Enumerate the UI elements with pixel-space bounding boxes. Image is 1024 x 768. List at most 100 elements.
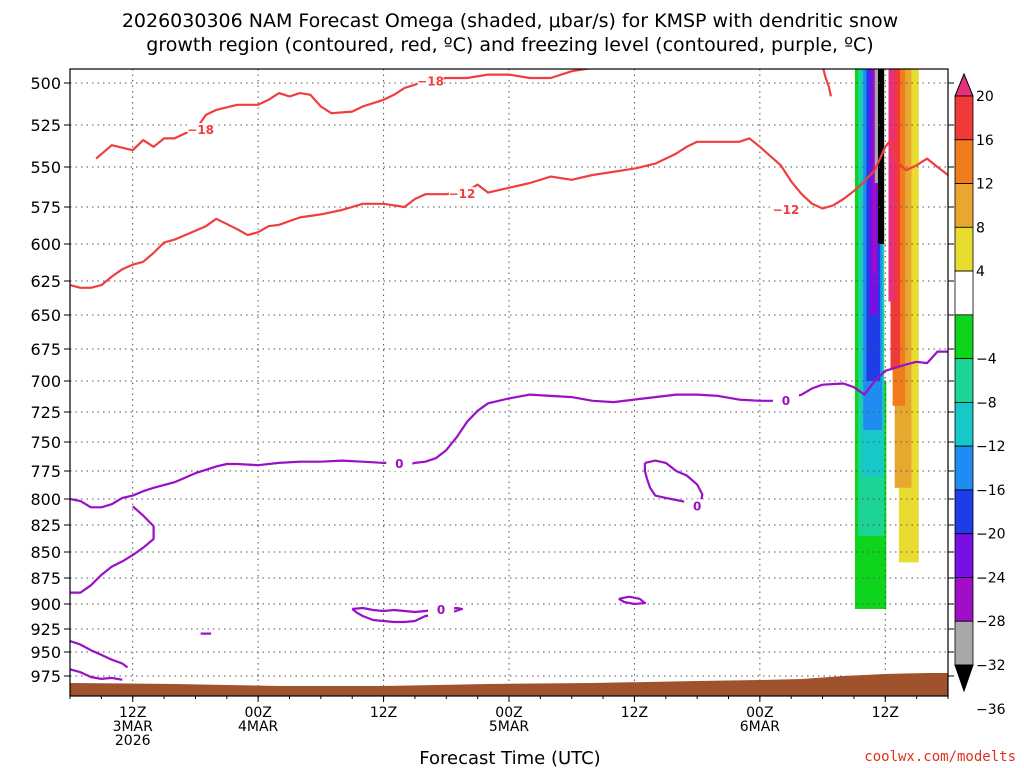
colorbar-label: 20 [976,89,994,105]
chart-title-line2: growth region (contoured, red, ºC) and f… [146,34,873,56]
y-tick-label: 900 [30,595,61,614]
y-tick-label: 950 [30,643,61,662]
x-tick-label: 12Z [370,705,397,721]
colorbar-label: 12 [976,177,994,193]
contour-label: 0 [395,457,403,471]
omega-red-band [890,69,900,369]
contours: −18 −18 −12 −12 0 0 0 0 [70,69,948,681]
contour-label: −18 [417,74,444,88]
colorbar-label: −20 [976,527,1006,543]
y-tick-label: 625 [30,272,61,291]
colorbar-label: −28 [976,614,1006,630]
colorbar-bottom-arrow [954,664,974,693]
y-tick-label: 975 [30,667,61,686]
grid-lines [70,69,948,696]
colorbar-label: −24 [976,570,1006,586]
colorbar-bin [954,139,974,184]
colorbar-label: −16 [976,483,1006,499]
x-tick-label: 4MAR [238,719,279,735]
contour-label-bg [417,74,444,89]
x-tick-label: 12Z [621,705,648,721]
colorbar-bin [954,314,974,360]
surface-terrain [70,673,948,696]
colorbar-bin [954,620,974,666]
colorbar-bin [954,445,974,491]
y-tick-label: 775 [30,462,61,481]
omega-neutral-core [884,69,889,382]
x-axis-title: Forecast Time (UTC) [419,748,600,768]
colorbar-bin [954,270,974,316]
contour-freezing_bottom_left2 [70,668,123,681]
colorbar-bin [954,95,974,141]
contour-label: 0 [693,499,701,513]
contour-freezing_bottom_left [70,639,129,669]
x-tick-label: 12Z [119,705,146,721]
y-tick-label: 925 [30,620,61,639]
contour-freezing_tiny_loop [618,595,646,606]
contour-label-bg [386,457,413,472]
x-tick-label: 00Z [244,705,271,721]
x-tick-label: 12Z [872,705,899,721]
contour-label: −12 [449,187,476,201]
plot-clip-group: −18 −18 −12 −12 0 0 0 0 [70,69,948,696]
y-tick-label: 800 [30,490,61,509]
colorbar-bin [954,183,974,228]
y-tick-label: 575 [30,198,61,217]
contour-label-bg [428,603,455,617]
plot-area: −18 −18 −12 −12 0 0 0 0 500 525 550 575 600 625 650 675… [30,68,954,749]
y-tick-label: 750 [30,433,61,452]
contour-label: 0 [782,394,790,408]
y-tick-label: 700 [30,372,61,391]
colorbar-bin [954,577,974,622]
contour-label-bg [187,123,214,138]
omega-gray-band [874,69,882,183]
contour-label: 0 [437,603,445,617]
x-tick-label: 00Z [746,705,773,721]
colorbar-bin [954,489,974,535]
colorbar-label: −32 [976,658,1006,674]
y-tick-label: 650 [30,306,61,325]
colorbar-top-arrow [954,72,974,97]
x-tick-label: 3MAR [113,719,154,735]
contour-freezing_low_loop [351,606,464,624]
x-tick-label: 2026 [115,733,151,749]
colorbar-label: 4 [976,264,985,280]
omega-pink-band [888,69,895,302]
chart-title-line1: 2026030306 NAM Forecast Omega (shaded, μ… [122,10,898,32]
y-tick-label: 875 [30,569,61,588]
y-tick-label: 500 [30,74,61,93]
x-tick-label: 5MAR [489,719,530,735]
contour-freezing_main [70,350,948,509]
contour-freezing_left_wiggle [70,505,155,594]
colorbar-bin [954,533,974,578]
colorbar-label: −4 [976,352,997,368]
colorbar-label: −36 [976,702,1006,718]
contour-label: −12 [773,203,800,217]
contour-dgz_minus12 [70,137,948,289]
contour-label-bg [772,202,799,217]
y-tick-label: 600 [30,235,61,254]
colorbar-label: −12 [976,439,1006,455]
credit-text: coolwx.com/modelts [864,749,1016,765]
colorbar-label: 16 [976,133,994,149]
y-tick-label: 525 [30,116,61,135]
contour-dgz_minus18_right [822,69,832,97]
colorbar-label: −8 [976,395,997,411]
contour-label-bg [772,393,799,408]
colorbar-bin [954,226,974,272]
contour-label: −18 [187,123,214,137]
y-tick-label: 825 [30,516,61,535]
contour-label-bg [684,499,711,514]
y-tick-label: 550 [30,158,61,177]
colorbar-bin [954,358,974,403]
colorbar: 20 16 12 8 4 −4 −8 −12 −16 −20 −24 −28 −32 −36 [954,72,1006,718]
y-tick-label: 675 [30,340,61,359]
contour-label-bg [448,187,475,202]
y-tick-label: 850 [30,543,61,562]
colorbar-bin [954,401,974,447]
omega-shading [854,69,919,610]
y-tick-label: 725 [30,403,61,422]
x-tick-label: 6MAR [740,719,781,735]
x-tick-label: 00Z [495,705,522,721]
